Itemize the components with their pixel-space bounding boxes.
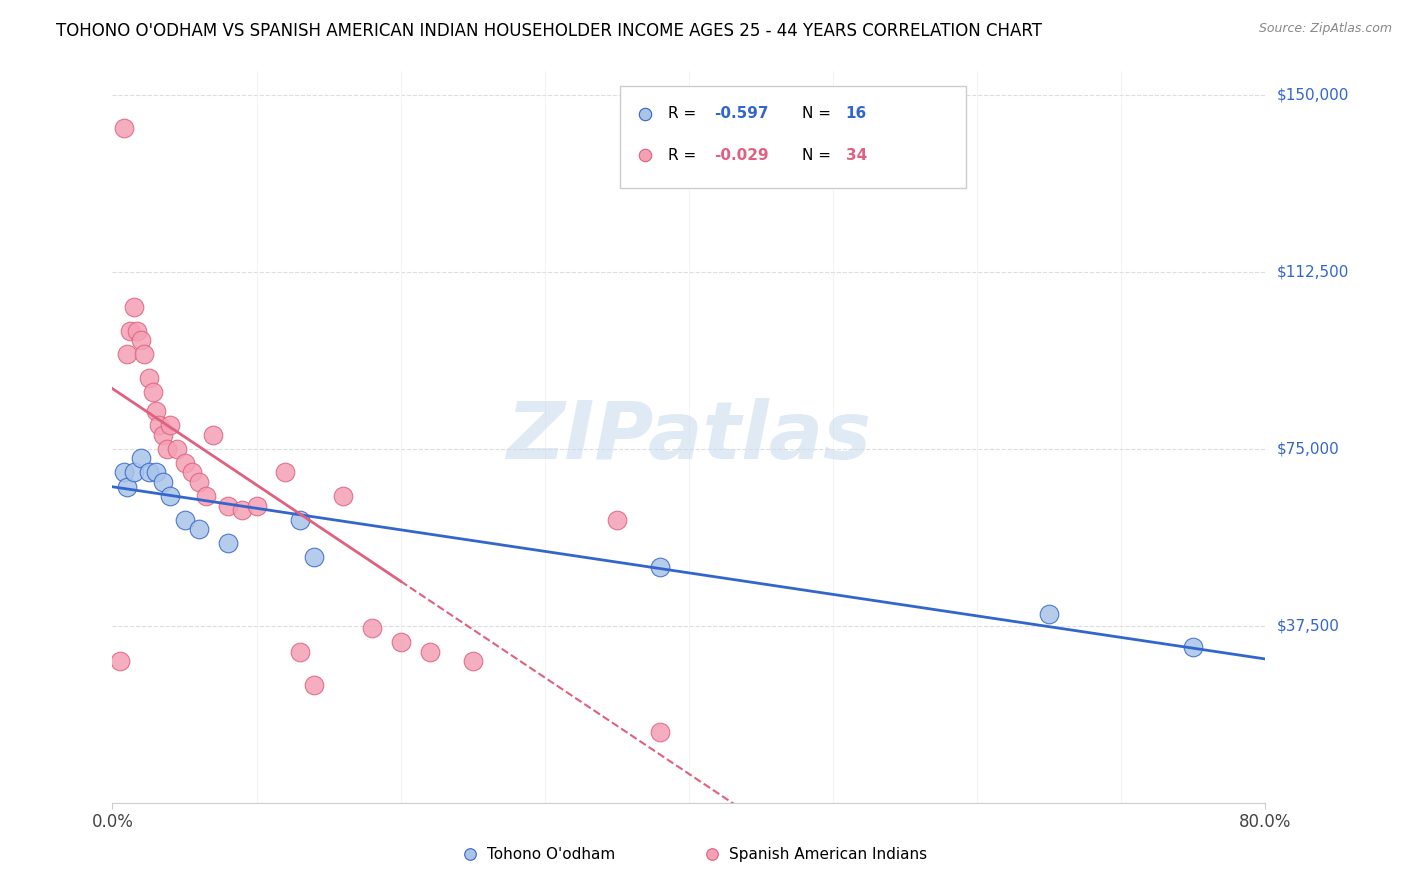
Text: 34: 34	[846, 148, 868, 163]
Point	[108, 654, 131, 668]
Point	[217, 499, 239, 513]
Text: Spanish American Indians: Spanish American Indians	[730, 847, 928, 862]
Text: -0.029: -0.029	[714, 148, 769, 163]
Point	[142, 385, 165, 400]
Point	[419, 645, 441, 659]
Point	[138, 371, 160, 385]
Point	[112, 120, 135, 135]
Text: 16: 16	[846, 106, 868, 121]
Point	[129, 451, 153, 466]
Point	[851, 796, 873, 810]
Point	[145, 404, 167, 418]
Point	[274, 466, 297, 480]
Point	[360, 621, 382, 635]
Point	[148, 418, 170, 433]
Point	[202, 427, 225, 442]
Point	[159, 418, 181, 433]
Text: -0.597: -0.597	[714, 106, 769, 121]
Text: TOHONO O'ODHAM VS SPANISH AMERICAN INDIAN HOUSEHOLDER INCOME AGES 25 - 44 YEARS : TOHONO O'ODHAM VS SPANISH AMERICAN INDIA…	[56, 22, 1042, 40]
Point	[288, 645, 311, 659]
Point	[606, 513, 628, 527]
Text: N =: N =	[801, 148, 835, 163]
Point	[134, 347, 156, 361]
Text: N =: N =	[801, 106, 835, 121]
Point	[195, 489, 218, 503]
Point	[768, 796, 790, 810]
Point	[125, 324, 148, 338]
Text: Tohono O'odham: Tohono O'odham	[486, 847, 616, 862]
Point	[304, 550, 326, 565]
Point	[166, 442, 188, 456]
Point	[173, 456, 195, 470]
Point	[245, 499, 267, 513]
Point	[461, 654, 484, 668]
Text: $37,500: $37,500	[1277, 618, 1340, 633]
Point	[156, 442, 179, 456]
Text: $112,500: $112,500	[1277, 264, 1348, 279]
Point	[217, 536, 239, 550]
Point	[180, 466, 202, 480]
Point	[122, 301, 145, 315]
Point	[122, 466, 145, 480]
Text: R =: R =	[668, 148, 702, 163]
Point	[648, 559, 672, 574]
Point	[145, 466, 167, 480]
Point	[332, 489, 354, 503]
Text: Source: ZipAtlas.com: Source: ZipAtlas.com	[1258, 22, 1392, 36]
Point	[1182, 640, 1205, 654]
Point	[1038, 607, 1060, 621]
Point	[548, 796, 571, 810]
Point	[118, 324, 141, 338]
Text: R =: R =	[668, 106, 702, 121]
Point	[188, 475, 211, 489]
Point	[138, 466, 160, 480]
Point	[152, 427, 174, 442]
FancyBboxPatch shape	[620, 86, 966, 188]
Point	[304, 678, 326, 692]
Point	[648, 725, 672, 739]
Point	[159, 489, 181, 503]
Point	[173, 513, 195, 527]
Point	[129, 334, 153, 348]
Point	[115, 347, 138, 361]
Text: $150,000: $150,000	[1277, 87, 1348, 103]
Point	[188, 522, 211, 536]
Point	[115, 480, 138, 494]
Text: $75,000: $75,000	[1277, 442, 1340, 457]
Point	[288, 513, 311, 527]
Point	[152, 475, 174, 489]
Point	[112, 466, 135, 480]
Point	[768, 796, 790, 810]
Point	[389, 635, 412, 649]
Point	[231, 503, 253, 517]
Text: ZIPatlas: ZIPatlas	[506, 398, 872, 476]
